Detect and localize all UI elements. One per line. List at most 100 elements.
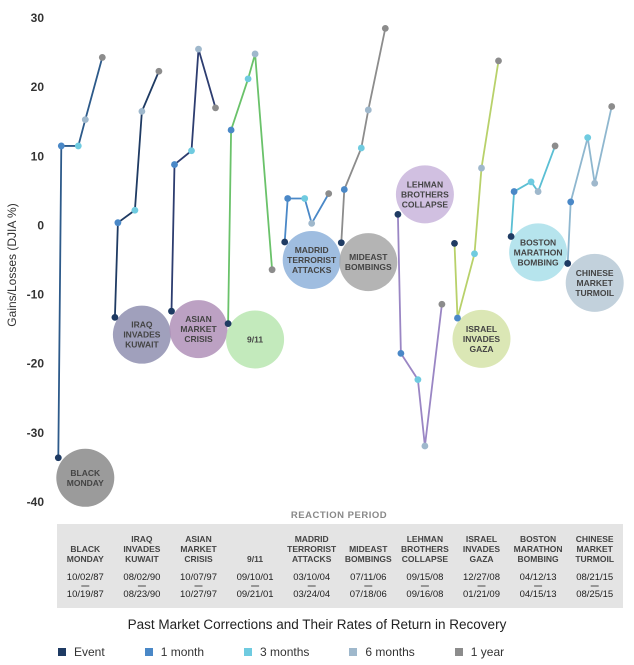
data-point-1-month bbox=[227, 126, 235, 134]
event-series-line bbox=[510, 145, 556, 237]
table-event-name: TURMOIL bbox=[575, 554, 614, 564]
table-event-name: INVADES bbox=[463, 544, 500, 554]
table-event-name: ASIAN bbox=[185, 534, 211, 544]
data-point-1-month bbox=[567, 198, 575, 206]
y-tick-label: 10 bbox=[31, 149, 45, 163]
legend-item: Event bbox=[58, 645, 105, 659]
data-point-1-year bbox=[155, 67, 163, 75]
table-event-name: CRISIS bbox=[184, 554, 213, 564]
table-start-date: 09/15/08 bbox=[406, 572, 443, 583]
table-event-name: MONDAY bbox=[67, 554, 104, 564]
event-bubble bbox=[565, 253, 624, 312]
table-event-name: MARKET bbox=[180, 544, 217, 554]
table-event-name: MADRID bbox=[295, 534, 329, 544]
table-background bbox=[57, 524, 623, 608]
bubble-label: COLLAPSE bbox=[402, 199, 449, 209]
bubble-label: GAZA bbox=[469, 344, 493, 354]
table-end-date: 01/21/09 bbox=[463, 589, 500, 600]
table-event-name: BOSTON bbox=[520, 534, 556, 544]
legend-label: Event bbox=[74, 645, 105, 659]
bubble-label: TERRORIST bbox=[287, 255, 337, 265]
data-point-3-months bbox=[584, 134, 592, 142]
table-event-name: MIDEAST bbox=[349, 544, 388, 554]
data-point-event bbox=[54, 454, 62, 462]
data-point-1-month bbox=[57, 142, 65, 150]
data-point-3-months bbox=[357, 144, 365, 152]
table-end-date: 04/15/13 bbox=[520, 589, 557, 600]
data-point-event bbox=[281, 238, 289, 246]
bubble-label: MONDAY bbox=[67, 478, 104, 488]
data-point-6-months bbox=[421, 442, 429, 450]
event-bubble bbox=[452, 309, 511, 368]
data-point-6-months bbox=[251, 50, 259, 58]
table-event-name: BROTHERS bbox=[401, 544, 449, 554]
table-start-date: 07/11/06 bbox=[350, 572, 386, 583]
table-event-name: ATTACKS bbox=[292, 554, 332, 564]
event-bubbles: BLACKMONDAYIRAQINVADESKUWAITASIANMARKETC… bbox=[56, 165, 624, 507]
legend-label: 1 month bbox=[160, 645, 205, 659]
y-axis-label: Gains/Losses (DJIA %) bbox=[5, 203, 19, 326]
data-point-1-month bbox=[114, 219, 122, 227]
y-tick-label: -30 bbox=[27, 426, 45, 440]
table-event-name: MARKET bbox=[577, 544, 614, 554]
y-tick-label: 30 bbox=[31, 11, 45, 25]
table-end-date: 09/16/08 bbox=[406, 589, 443, 600]
y-tick-label: -40 bbox=[27, 495, 45, 509]
data-point-3-months bbox=[188, 147, 195, 155]
y-tick-label: 20 bbox=[31, 80, 45, 94]
event-series-line bbox=[227, 53, 273, 324]
data-point-event bbox=[507, 233, 515, 240]
legend: Event 1 month 3 months 6 months 1 year bbox=[58, 645, 544, 659]
y-tick-label: -10 bbox=[27, 288, 45, 302]
event-bubble bbox=[282, 231, 341, 289]
event-series-line bbox=[57, 57, 104, 458]
bubble-label: MARATHON bbox=[514, 247, 563, 257]
bubble-label: ASIAN bbox=[185, 314, 211, 324]
data-point-6-months bbox=[308, 219, 316, 227]
table-event-name: 9/11 bbox=[247, 554, 263, 564]
table-event-name: ISRAEL bbox=[466, 534, 497, 544]
y-tick-label: 0 bbox=[37, 218, 44, 232]
table-event-name: COLLAPSE bbox=[402, 554, 449, 564]
legend-swatch bbox=[349, 648, 358, 656]
table-end-date: 08/25/15 bbox=[576, 589, 613, 600]
bubble-label: ISRAEL bbox=[466, 324, 497, 334]
data-point-event bbox=[451, 240, 458, 247]
legend-swatch bbox=[244, 648, 253, 656]
data-point-1-year bbox=[608, 103, 616, 110]
data-point-event bbox=[337, 239, 345, 247]
bubble-label: MARKET bbox=[180, 324, 217, 334]
legend-item: 1 month bbox=[144, 645, 205, 659]
table-start-date: 10/02/87 bbox=[67, 572, 104, 583]
bubble-label: 9/11 bbox=[247, 335, 263, 345]
legend-item: 6 months bbox=[349, 645, 415, 659]
data-point-1-year bbox=[495, 57, 502, 65]
data-point-1-month bbox=[340, 186, 348, 193]
table-start-date: 12/27/08 bbox=[463, 572, 500, 583]
data-point-3-months bbox=[301, 195, 309, 202]
chart-title: Past Market Corrections and Their Rates … bbox=[127, 617, 507, 632]
legend-label: 6 months bbox=[365, 645, 415, 659]
data-point-1-year bbox=[98, 54, 106, 61]
table-start-date: 08/02/90 bbox=[123, 572, 160, 583]
data-point-6-months bbox=[478, 164, 485, 172]
data-point-6-months bbox=[81, 116, 89, 124]
table-event-name: BOMBINGS bbox=[345, 554, 392, 564]
table-event-name: GAZA bbox=[469, 554, 493, 564]
bubble-label: IRAQ bbox=[131, 320, 153, 330]
table-end-date: 10/19/87 bbox=[67, 589, 104, 600]
event-bubble bbox=[169, 300, 228, 359]
bubble-label: CHINESE bbox=[576, 268, 614, 278]
table-start-date: 03/10/04 bbox=[293, 572, 330, 583]
data-point-1-month bbox=[454, 314, 461, 322]
data-point-1-month bbox=[284, 195, 292, 202]
data-point-1-year bbox=[325, 190, 333, 198]
data-point-6-months bbox=[138, 107, 146, 115]
table-event-name: MARATHON bbox=[514, 544, 563, 554]
data-point-1-year bbox=[212, 104, 219, 112]
event-series-line bbox=[170, 48, 217, 312]
table-event-name: TERRORIST bbox=[287, 544, 337, 554]
table-start-date: 04/12/13 bbox=[520, 572, 557, 583]
data-point-1-year bbox=[381, 24, 389, 32]
data-point-3-months bbox=[244, 75, 252, 83]
